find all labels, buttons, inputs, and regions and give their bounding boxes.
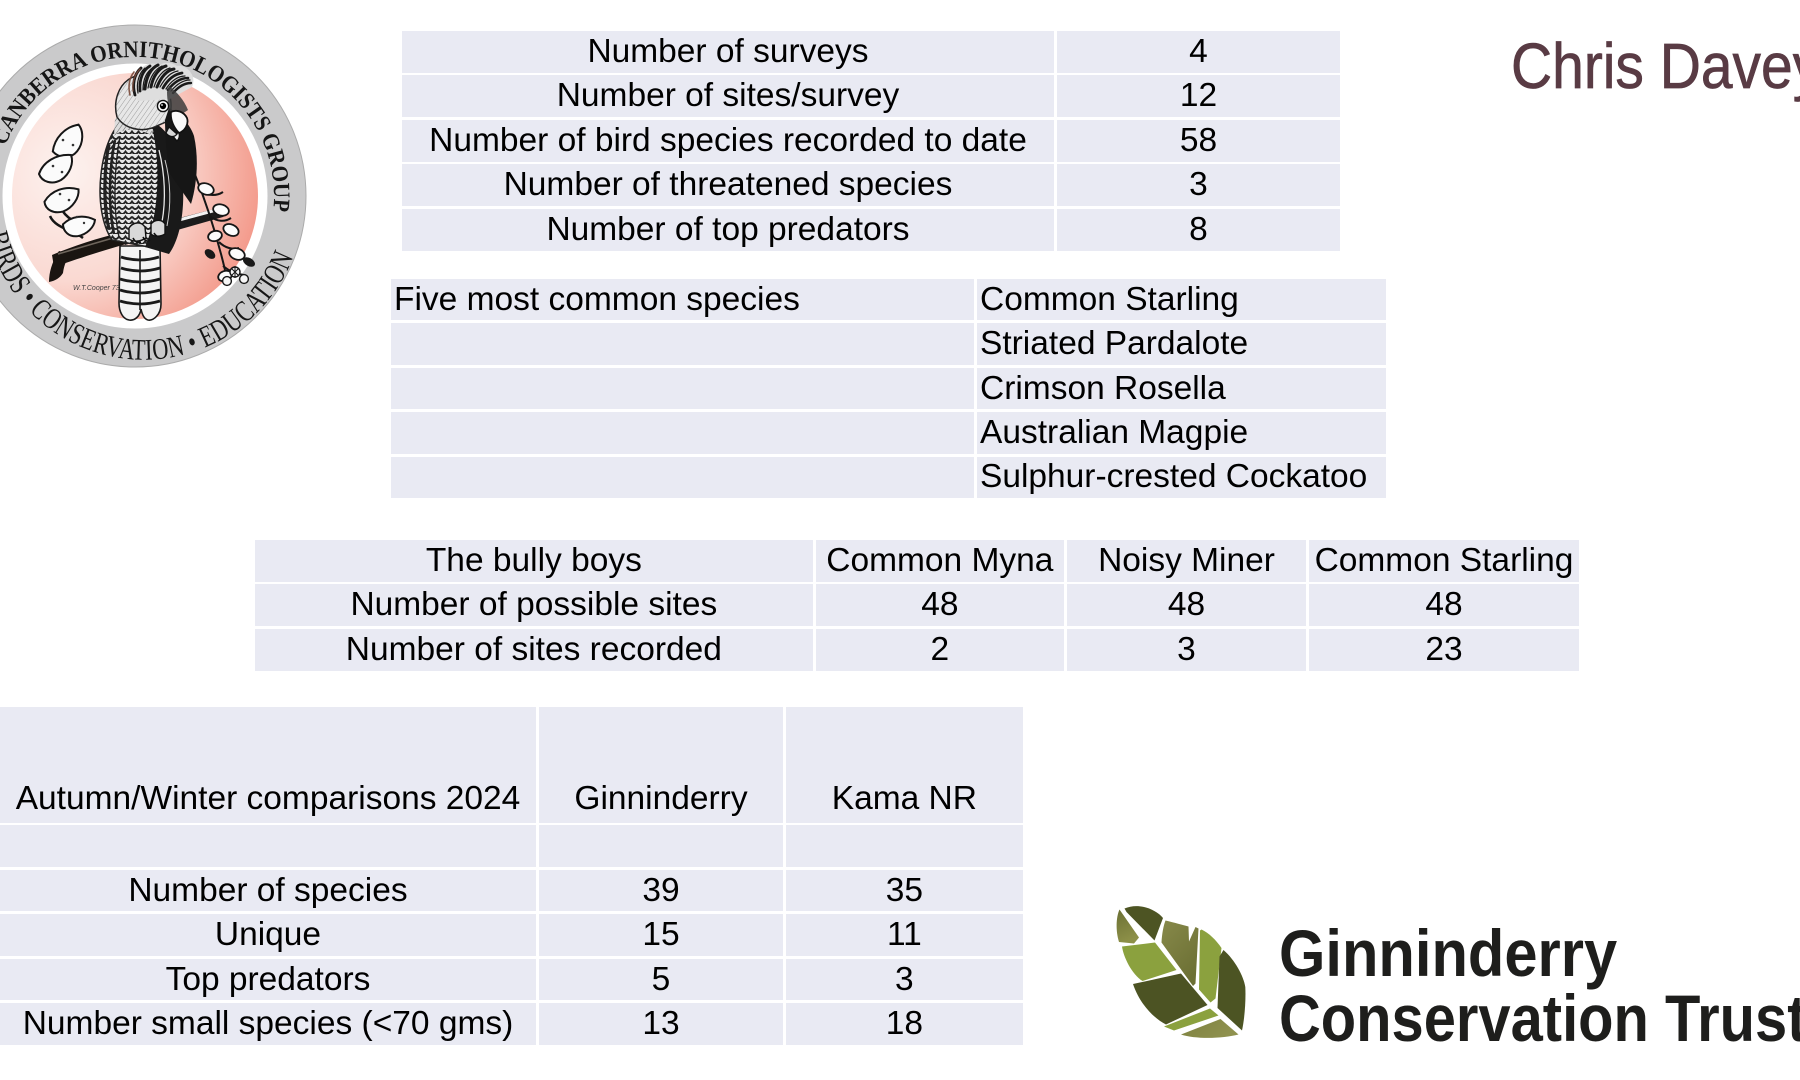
svg-text:W.T.Cooper 73: W.T.Cooper 73 [73,285,120,292]
